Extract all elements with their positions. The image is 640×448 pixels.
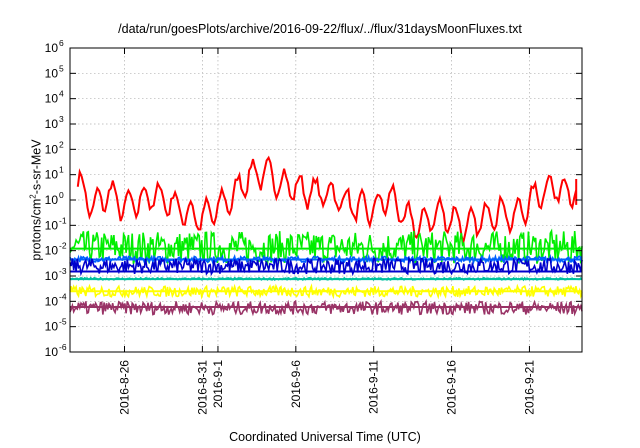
y-tick-label: 10 [45,193,59,207]
y-tick-label: 10 [45,41,59,55]
x-tick-label: 2016-9-1 [211,360,225,408]
x-tick-label: 2016-9-21 [522,360,536,415]
y-tick-exponent: -6 [59,342,67,352]
series-line-0 [76,155,578,244]
y-tick-exponent: -3 [59,266,67,276]
chart-axes: 10 -610 -510 -410 -310 -210 -110 010 110 210 310 41… [45,38,583,415]
y-tick-label: 10 [45,142,59,156]
y-tick-exponent: 2 [59,139,64,149]
y-tick-exponent: -5 [59,317,67,327]
y-tick-label: 10 [45,66,59,80]
y-tick-exponent: 1 [59,165,64,175]
y-tick-label: 10 [45,218,59,232]
y-tick-label: 10 [45,92,59,106]
y-tick-label: 10 [45,244,59,258]
x-tick-label: 2016-9-16 [445,360,459,415]
y-tick-exponent: 5 [59,63,64,73]
x-tick-label: 2016-8-31 [195,360,209,415]
y-tick-label: 10 [45,269,59,283]
chart-series-layer [69,155,583,317]
series-line-1 [69,228,583,267]
y-tick-exponent: -4 [59,291,67,301]
y-axis-label: protons/cm2-s-sr-MeV [28,139,44,261]
y-tick-exponent: 3 [59,114,64,124]
y-tick-label: 10 [45,294,59,308]
chart-title: /data/run/goesPlots/archive/2016-09-22/f… [118,22,522,36]
x-tick-label: 2016-8-26 [118,360,132,415]
x-axis-label: Coordinated Universal Time (UTC) [229,430,421,444]
y-tick-label: 10 [45,117,59,131]
x-tick-label: 2016-9-11 [367,360,381,414]
y-tick-label: 10 [45,320,59,334]
x-tick-label: 2016-9-6 [289,360,303,408]
y-tick-label: 10 [45,168,59,182]
y-tick-exponent: 0 [59,190,64,200]
y-tick-exponent: 4 [59,89,64,99]
y-tick-exponent: -2 [59,241,67,251]
y-tick-exponent: -1 [59,215,67,225]
y-tick-label: 10 [45,345,59,359]
y-tick-exponent: 6 [59,38,64,48]
